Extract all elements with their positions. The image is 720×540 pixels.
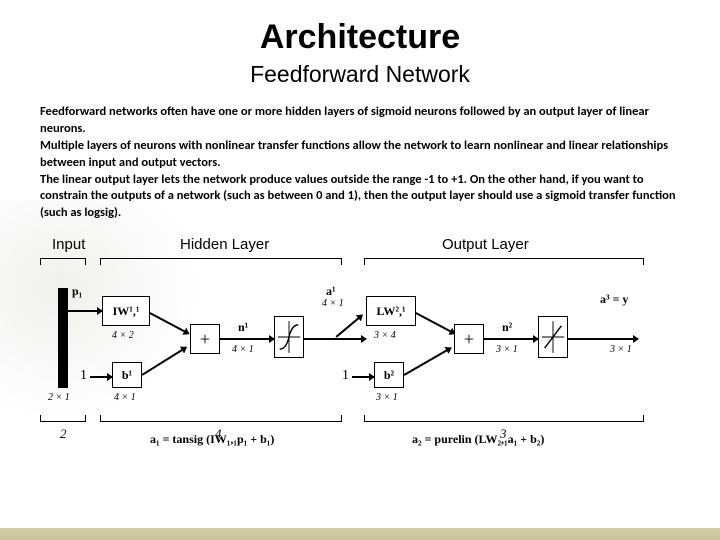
input-vector-bar <box>58 288 68 388</box>
box-lw: LW²,¹ <box>366 296 416 326</box>
const-1-hidden: 1 <box>80 368 87 384</box>
arrow-sum1-to-tf1 <box>220 338 274 340</box>
section-label-output: Output Layer <box>442 236 529 253</box>
brace-top-hidden <box>100 258 342 264</box>
label-iw: IW¹,¹ <box>113 304 140 319</box>
label-n2: n² <box>502 320 512 335</box>
arrow-a1-to-lw <box>336 314 363 337</box>
brace-bottom-output <box>364 416 644 422</box>
page-subtitle: Feedforward Network <box>40 61 680 88</box>
arrow-sum2-to-tf2 <box>484 338 538 340</box>
equation-hidden: a₁ = tansig (IW₁,₁p₁ + b₁) <box>150 432 274 447</box>
bottom-accent-stripe <box>0 528 720 540</box>
dim-b2: 3 × 1 <box>376 392 398 403</box>
dim-a1: 4 × 1 <box>322 298 344 309</box>
arrow-tf1-to-lw <box>304 338 366 340</box>
transfer-tansig <box>274 316 304 358</box>
dim-n2: 3 × 1 <box>496 344 518 355</box>
network-diagram: Input Hidden Layer Output Layer 2 4 3 p₁… <box>40 236 680 476</box>
label-lw: LW²,¹ <box>376 304 405 319</box>
equation-output: a₂ = purelin (LW₂,₁a₁ + b₂) <box>412 432 544 447</box>
section-label-input: Input <box>52 236 85 253</box>
arrow-lw-to-sum2 <box>416 312 456 334</box>
dim-b1: 4 × 1 <box>114 392 136 403</box>
label-b2: b² <box>384 368 394 383</box>
box-b1: b¹ <box>112 362 142 388</box>
box-b2: b² <box>374 362 404 388</box>
dim-p1: 2 × 1 <box>48 392 70 403</box>
dim-lw: 3 × 4 <box>374 330 396 341</box>
arrow-iw-to-sum <box>150 312 190 334</box>
const-1-output: 1 <box>342 368 349 384</box>
arrow-b1-to-sum <box>142 347 187 376</box>
label-a3y: a³ = y <box>600 292 628 307</box>
brace-bottom-input <box>40 416 86 422</box>
input-size: 2 <box>60 426 67 442</box>
dim-n1: 4 × 1 <box>232 344 254 355</box>
transfer-purelin <box>538 316 568 358</box>
section-label-hidden: Hidden Layer <box>180 236 269 253</box>
arrow-1-to-b1 <box>90 376 112 378</box>
slide-content: Architecture Feedforward Network Feedfor… <box>0 0 720 476</box>
brace-bottom-hidden <box>100 416 342 422</box>
dim-iw: 4 × 2 <box>112 330 134 341</box>
sum-hidden: + <box>190 324 220 354</box>
arrow-1-to-b2 <box>352 376 374 378</box>
label-b1: b¹ <box>122 368 132 383</box>
page-title: Architecture <box>40 18 680 57</box>
arrow-output <box>568 338 638 340</box>
sum-output: + <box>454 324 484 354</box>
dim-a3: 3 × 1 <box>610 344 632 355</box>
brace-top-input <box>40 258 86 264</box>
label-p1: p₁ <box>72 284 82 299</box>
label-n1: n¹ <box>238 320 248 335</box>
brace-top-output <box>364 258 644 264</box>
box-iw: IW¹,¹ <box>102 296 150 326</box>
body-paragraph: Feedforward networks often have one or m… <box>40 104 680 222</box>
label-a1: a¹ <box>326 284 336 299</box>
arrow-p-to-iw <box>68 310 102 312</box>
arrow-b2-to-sum2 <box>404 347 452 375</box>
